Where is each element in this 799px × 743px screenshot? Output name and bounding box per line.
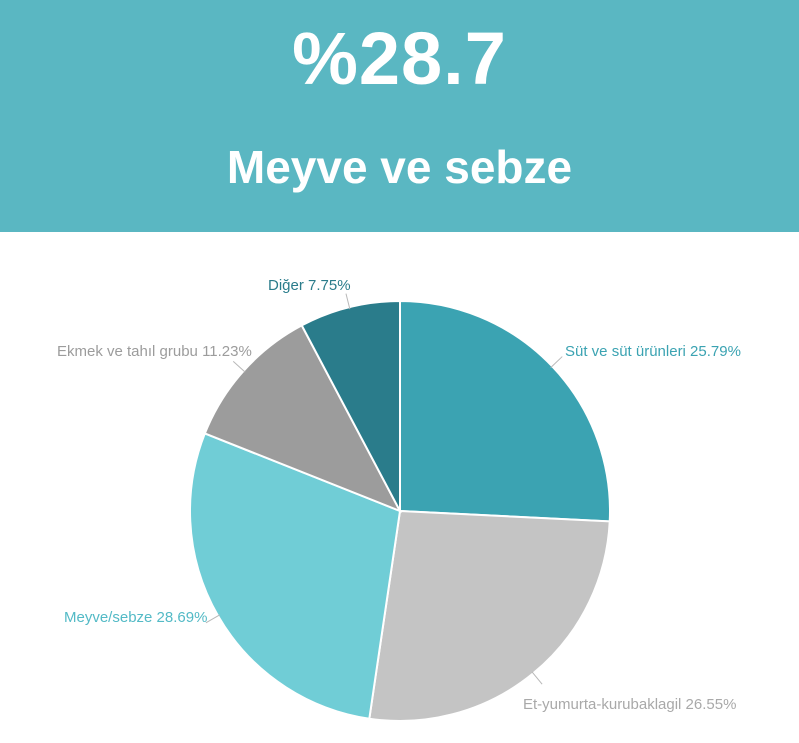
pie-leader-line-2: [205, 614, 221, 624]
pie-label-meyve-sebze: Meyve/sebze 28.69%: [64, 609, 208, 626]
pie-leader-line-3: [232, 361, 246, 373]
header-banner: %28.7 Meyve ve sebze: [0, 0, 799, 232]
pie-leader-line-1: [531, 671, 543, 685]
headline-category: Meyve ve sebze: [226, 140, 573, 193]
headline-percentage: %28.7: [292, 17, 507, 100]
pie-leader-line-0: [550, 356, 563, 368]
pie-leader-line-4: [345, 293, 351, 310]
pie-label-et-yumurta-kurubaklagil: Et-yumurta-kurubaklagil 26.55%: [523, 696, 737, 713]
pie-chart-area: Süt ve süt ürünleri 25.79% Et-yumurta-ku…: [0, 232, 799, 743]
pie-label-ekmek-ve-tahil-grubu: Ekmek ve tahıl grubu 11.23%: [57, 343, 252, 360]
pie-chart: [189, 293, 611, 722]
pie-slice-0: [399, 299, 611, 523]
pie-label-diger: Diğer 7.75%: [268, 277, 351, 294]
pie-slice-1: [368, 509, 611, 722]
pie-label-sut-ve-sut-urunleri: Süt ve süt ürünleri 25.79%: [565, 343, 741, 360]
